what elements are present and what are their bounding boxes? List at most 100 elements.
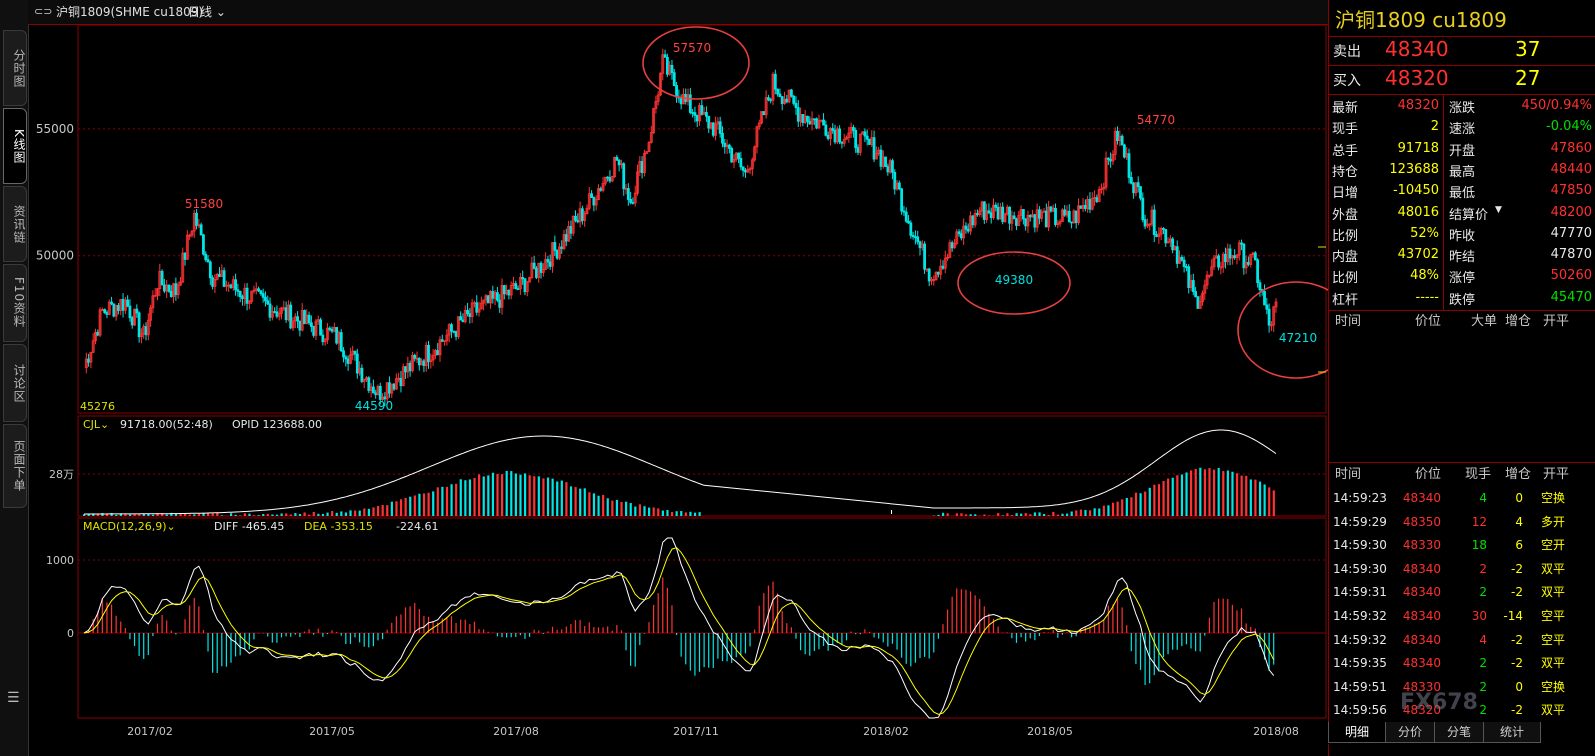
volume-bar bbox=[441, 486, 444, 516]
tick-row[interactable]: 14:59:32 48340 4 -2 空平 bbox=[1329, 628, 1595, 652]
tick-row[interactable]: 14:59:30 48340 2 -2 双平 bbox=[1329, 557, 1595, 581]
volume-bar bbox=[1249, 479, 1252, 516]
candle-body bbox=[863, 131, 867, 137]
candle-body bbox=[1049, 206, 1053, 212]
tab-kline[interactable]: K线图 bbox=[3, 108, 27, 184]
candle-body bbox=[1201, 292, 1204, 303]
tab-per-trade[interactable]: 分笔 bbox=[1434, 722, 1484, 743]
candle-body bbox=[266, 300, 270, 305]
candle-body bbox=[1134, 182, 1138, 194]
tab-order[interactable]: 页面下单 bbox=[3, 424, 27, 508]
candle-body bbox=[847, 132, 851, 138]
candle-body bbox=[840, 141, 844, 144]
candle-body bbox=[1205, 274, 1209, 286]
candle-body bbox=[1224, 253, 1227, 263]
candle-body bbox=[133, 308, 136, 326]
volume-bar bbox=[96, 513, 99, 516]
tick-row[interactable]: 14:59:29 48350 12 4 多开 bbox=[1329, 510, 1595, 534]
tick-row[interactable]: 14:59:51 48330 2 0 空换 bbox=[1329, 675, 1595, 699]
buy-row[interactable]: 买入 48320 27 bbox=[1329, 66, 1595, 95]
candle-body bbox=[261, 293, 265, 298]
candle-body bbox=[705, 112, 708, 117]
candle-body bbox=[923, 243, 927, 270]
volume-bar bbox=[262, 514, 265, 516]
tab-discussion[interactable]: 讨论区 bbox=[3, 344, 27, 422]
candle-body bbox=[291, 320, 295, 329]
tab-f10[interactable]: F10资料 bbox=[3, 264, 27, 342]
candle-body bbox=[1104, 157, 1108, 188]
tick-volume: 2 bbox=[1479, 656, 1487, 671]
tick-row[interactable]: 14:59:32 48340 30 -14 空平 bbox=[1329, 604, 1595, 628]
candle-body bbox=[1263, 291, 1266, 306]
candle-body bbox=[746, 169, 750, 173]
vol-value: 91718.00(52:48) bbox=[120, 418, 213, 431]
tick-row[interactable]: 14:59:56 48320 2 -2 双平 bbox=[1329, 698, 1595, 722]
volume-bar bbox=[1245, 475, 1248, 516]
volume-bar bbox=[252, 515, 256, 516]
volume-bar bbox=[964, 514, 968, 516]
tab-statistics[interactable]: 统计 bbox=[1483, 722, 1541, 743]
candle-body bbox=[250, 290, 254, 302]
candle-body bbox=[475, 302, 479, 313]
candle-body bbox=[309, 322, 313, 327]
candle-body bbox=[852, 127, 855, 131]
volume-bar bbox=[1212, 469, 1216, 516]
volume-bar bbox=[1121, 499, 1124, 516]
volume-bar bbox=[216, 512, 219, 516]
tick-list[interactable]: 14:59:23 48340 4 0 空换 14:59:29 48350 12 4 多开 14:59… bbox=[1329, 486, 1595, 722]
menu-icon[interactable]: ☰ bbox=[7, 690, 20, 706]
candle-body bbox=[1088, 199, 1092, 210]
candle-body bbox=[112, 303, 116, 317]
tick-price: 48350 bbox=[1402, 514, 1441, 529]
candle-body bbox=[360, 367, 364, 382]
candle-body bbox=[789, 89, 793, 97]
candle-body bbox=[927, 268, 931, 282]
candle-body bbox=[169, 290, 173, 298]
volume-bar bbox=[1001, 515, 1004, 516]
candle-body bbox=[1127, 153, 1131, 178]
period-select[interactable]: 日线 ⌄ bbox=[188, 0, 226, 24]
chevron-down-icon[interactable]: ▼ bbox=[1495, 204, 1502, 215]
volume-bar bbox=[505, 470, 508, 516]
volume-bar bbox=[533, 476, 536, 516]
tick-row[interactable]: 14:59:35 48340 2 -2 双平 bbox=[1329, 651, 1595, 675]
stat-label-0: 最新 bbox=[1332, 101, 1359, 116]
candle-body bbox=[872, 137, 876, 160]
kline-chart[interactable]: 55000 50000 2017/02 2017/05 2017/08 2017/11 20… bbox=[28, 0, 1328, 756]
volume-bar bbox=[1107, 505, 1110, 516]
candle-body bbox=[989, 212, 993, 218]
tab-timeshare[interactable]: 分时图 bbox=[3, 30, 27, 106]
volume-bar bbox=[464, 480, 467, 516]
candle-body bbox=[268, 303, 272, 318]
candle-body bbox=[463, 309, 467, 323]
volume-bar bbox=[83, 514, 86, 516]
candle-body bbox=[443, 340, 446, 343]
tick-price: 48340 bbox=[1402, 632, 1441, 647]
candle-body bbox=[916, 236, 920, 243]
tick-row[interactable]: 14:59:30 48330 18 6 空开 bbox=[1329, 533, 1595, 557]
tab-price-distribution[interactable]: 分价 bbox=[1385, 722, 1435, 743]
sell-row[interactable]: 卖出 48340 37 bbox=[1329, 37, 1595, 66]
candle-body bbox=[727, 144, 731, 149]
tab-news-chain[interactable]: 资讯链 bbox=[3, 186, 27, 262]
candle-body bbox=[723, 142, 727, 148]
candle-body bbox=[1012, 215, 1016, 220]
volume-bar bbox=[165, 514, 168, 516]
volume-bar bbox=[133, 514, 136, 516]
candle-body bbox=[891, 160, 894, 173]
tab-detail[interactable]: 明细 bbox=[1328, 722, 1386, 743]
candle-body bbox=[429, 359, 433, 363]
link-icon[interactable]: ⊂⊃ bbox=[34, 5, 53, 18]
candle-body bbox=[1191, 280, 1195, 292]
candle-body bbox=[812, 118, 816, 121]
candle-body bbox=[411, 354, 414, 372]
tick-row[interactable]: 14:59:23 48340 4 0 空换 bbox=[1329, 486, 1595, 510]
candle-body bbox=[750, 159, 754, 170]
volume-bar bbox=[1222, 471, 1225, 516]
highlight-circle bbox=[1237, 281, 1328, 379]
volume-bar bbox=[1208, 468, 1211, 516]
tick-row[interactable]: 14:59:31 48340 2 -2 双平 bbox=[1329, 580, 1595, 604]
volume-bar bbox=[1199, 467, 1202, 516]
candle-body bbox=[1249, 254, 1253, 265]
candle-body bbox=[339, 332, 343, 352]
